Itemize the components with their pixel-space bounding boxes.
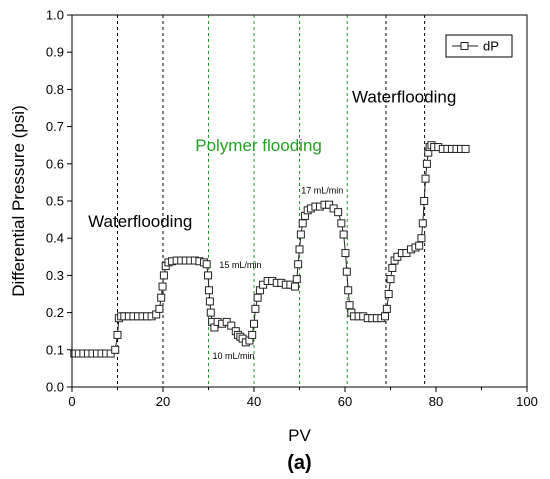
data-point — [250, 319, 258, 328]
annotation-0: Waterflooding — [88, 212, 192, 231]
data-point — [206, 308, 215, 317]
data-point — [382, 304, 391, 313]
legend-box — [445, 34, 513, 58]
x-tick-label-0: 0 — [68, 394, 75, 409]
data-point — [248, 330, 257, 339]
y-tick-label-7: 0.7 — [46, 119, 64, 134]
data-point — [415, 241, 424, 250]
data-point — [418, 219, 427, 228]
y-tick-label-6: 0.6 — [46, 156, 64, 171]
data-point — [113, 330, 122, 339]
data-point — [296, 230, 305, 239]
phase-divider-lines — [117, 15, 426, 387]
data-point — [386, 275, 395, 284]
y-tick-label-5: 0.5 — [46, 194, 64, 209]
y-axis: 0.0 0.1 0.2 0.3 0.4 0.5 0.6 0.7 0.8 0.9 1.0 — [46, 8, 72, 395]
panel-label: (a) — [287, 452, 311, 474]
data-point — [158, 282, 167, 291]
x-axis: 0 20 40 60 80 100 — [68, 387, 538, 409]
data-point — [339, 230, 348, 239]
annotation-5: 10 mL/min — [213, 351, 255, 361]
data-point — [334, 208, 343, 217]
data-point — [341, 249, 350, 258]
x-axis-title: PV — [288, 426, 311, 445]
y-tick-label-10: 1.0 — [46, 8, 64, 23]
x-tick-label-3: 60 — [338, 394, 352, 409]
data-point — [421, 174, 430, 183]
y-tick-label-9: 0.9 — [46, 45, 64, 60]
data-point — [337, 219, 346, 228]
x-tick-label-4: 80 — [429, 394, 443, 409]
data-point — [204, 286, 213, 295]
data-point — [422, 159, 431, 168]
y-tick-label-0: 0.0 — [46, 380, 64, 395]
y-tick-label-2: 0.2 — [46, 305, 64, 320]
data-point — [251, 304, 260, 313]
x-tick-label-5: 100 — [516, 394, 538, 409]
data-point — [155, 304, 164, 313]
data-point — [420, 197, 429, 205]
data-point — [290, 282, 299, 291]
data-point — [298, 219, 307, 228]
x-tick-label-1: 20 — [156, 394, 170, 409]
data-point — [388, 263, 397, 272]
data-point — [292, 275, 301, 284]
data-point — [204, 271, 213, 280]
y-axis-title: Differential Pressure (psi) — [9, 105, 28, 296]
series-layer — [70, 141, 470, 358]
data-point — [381, 312, 390, 321]
y-tick-label-4: 0.4 — [46, 231, 64, 246]
legend-label: dP — [483, 39, 499, 54]
data-point — [205, 297, 214, 306]
data-point — [295, 245, 304, 254]
data-point — [342, 267, 351, 276]
data-point — [111, 345, 120, 354]
annotation-2: Waterflooding — [352, 87, 456, 106]
data-point — [227, 321, 236, 330]
x-tick-label-2: 40 — [247, 394, 261, 409]
data-point — [253, 293, 262, 302]
legend-marker — [460, 42, 469, 50]
y-tick-label-8: 0.8 — [46, 82, 64, 97]
data-point — [157, 293, 166, 302]
data-point — [202, 260, 211, 269]
legend: dP — [445, 34, 513, 58]
data-point — [417, 234, 426, 243]
data-point — [344, 286, 353, 295]
data-point — [159, 271, 168, 280]
data-point — [345, 301, 354, 310]
data-point — [384, 290, 393, 298]
data-point — [294, 260, 303, 269]
data-point — [461, 144, 470, 153]
annotation-3: 17 mL/min — [301, 186, 343, 196]
y-tick-label-1: 0.1 — [46, 342, 64, 357]
y-tick-label-3: 0.3 — [46, 268, 64, 283]
annotation-1: Polymer flooding — [195, 136, 322, 155]
annotation-4: 15 mL/min — [219, 260, 261, 270]
annotations: Waterflooding Polymer flooding Waterfloodi… — [88, 87, 456, 361]
